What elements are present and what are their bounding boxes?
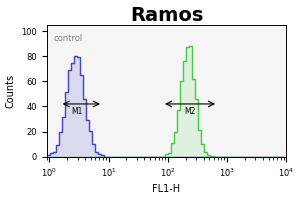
Y-axis label: Counts: Counts [6,74,16,108]
Text: control: control [54,34,83,43]
X-axis label: FL1-H: FL1-H [152,184,181,194]
Title: Ramos: Ramos [130,6,203,25]
Text: M2: M2 [184,107,196,116]
Text: M1: M1 [71,107,83,116]
